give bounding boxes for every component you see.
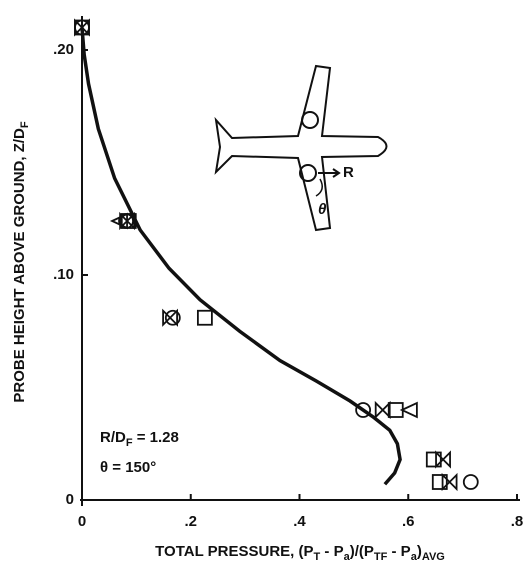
data-point	[119, 211, 136, 231]
data-point	[425, 451, 442, 468]
data-point	[374, 400, 391, 420]
y-tick-label: .10	[53, 266, 74, 283]
data-point	[162, 308, 178, 327]
data-point	[441, 472, 458, 492]
data-point	[355, 402, 372, 418]
data-point	[164, 309, 181, 326]
data-point	[196, 309, 213, 326]
data-point	[431, 474, 448, 490]
angle-annotation: θ = 150°	[100, 459, 156, 476]
data-point	[74, 18, 90, 37]
x-tick-label: .2	[184, 513, 197, 530]
data-point	[109, 212, 128, 230]
y-axis-label: PROBE HEIGHT ABOVE GROUND, Z/DF	[11, 121, 31, 402]
x-axis-label: TOTAL PRESSURE, (PT - Pa)/(PTF - Pa)AVG	[155, 543, 445, 563]
x-tick-label: .6	[402, 513, 415, 530]
ratio-annotation: R/DF = 1.28	[100, 429, 179, 449]
data-point	[462, 474, 479, 490]
data-point	[399, 401, 418, 419]
fit-curve	[80, 27, 402, 486]
x-tick-label: .8	[511, 513, 524, 530]
y-tick-label: 0	[66, 491, 74, 508]
diagram-theta-label: θ	[318, 201, 327, 218]
y-tick-label: .20	[53, 41, 74, 58]
airplane-diagram	[214, 64, 388, 232]
x-tick-label: 0	[78, 513, 86, 530]
data-point	[435, 450, 451, 469]
diagram-r-label: R	[343, 164, 354, 181]
data-point	[120, 213, 137, 229]
x-tick-label: .4	[293, 513, 306, 530]
